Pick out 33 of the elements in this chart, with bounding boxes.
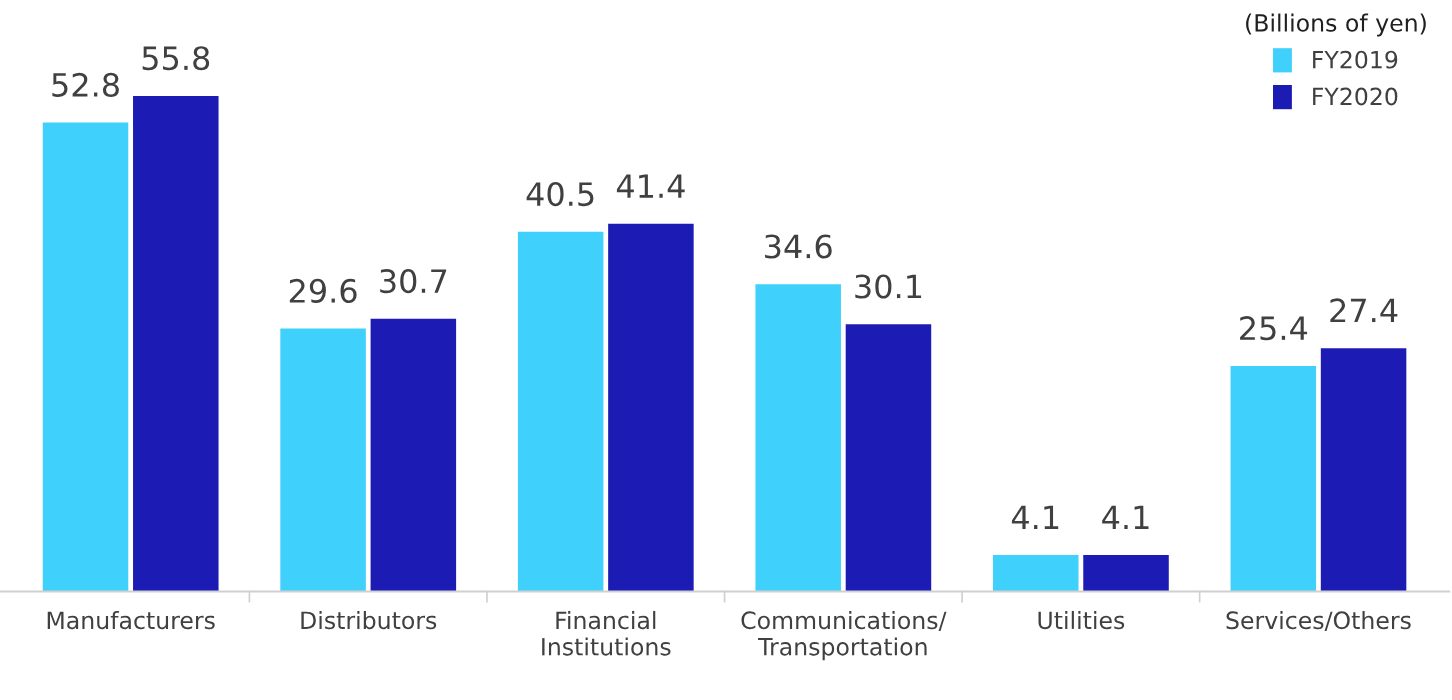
data-label: 52.8 [52, 72, 119, 97]
data-label: 27.4 [1330, 298, 1398, 323]
x-tick-label: Utilities [1038, 610, 1125, 630]
data-label: 29.6 [289, 278, 357, 303]
bar [133, 95, 219, 592]
bar [608, 223, 694, 592]
data-label: 4.1 [1102, 505, 1149, 529]
x-tick-label: Services/Others [1226, 610, 1411, 632]
x-tick-label: Distributors [301, 610, 437, 630]
bar [845, 324, 932, 592]
legend-label: FY2019 [1313, 50, 1398, 69]
legend-title: (Billions of yen) [1246, 13, 1426, 37]
x-tick-label: Financial Institutions [542, 610, 671, 656]
bar [992, 555, 1079, 592]
bar [517, 231, 604, 592]
x-tick-label: Manufacturers [47, 610, 215, 630]
data-label: 25.4 [1240, 316, 1308, 341]
data-label: 30.7 [380, 269, 447, 294]
x-tick-label: Communications/ Transportation [741, 610, 947, 661]
data-label: 40.5 [526, 182, 594, 207]
bar [280, 328, 366, 592]
data-label: 41.4 [616, 174, 685, 198]
data-label: 30.1 [855, 274, 922, 299]
legend-label: FY2020 [1313, 87, 1398, 106]
bar [370, 318, 457, 592]
bar [1083, 555, 1169, 592]
bar [755, 284, 841, 592]
data-label: 55.8 [142, 46, 210, 71]
data-label: 4.1 [1011, 505, 1059, 529]
bar [1230, 365, 1317, 592]
bar [1320, 348, 1407, 592]
bar [42, 122, 129, 592]
data-label: 34.6 [765, 234, 832, 259]
